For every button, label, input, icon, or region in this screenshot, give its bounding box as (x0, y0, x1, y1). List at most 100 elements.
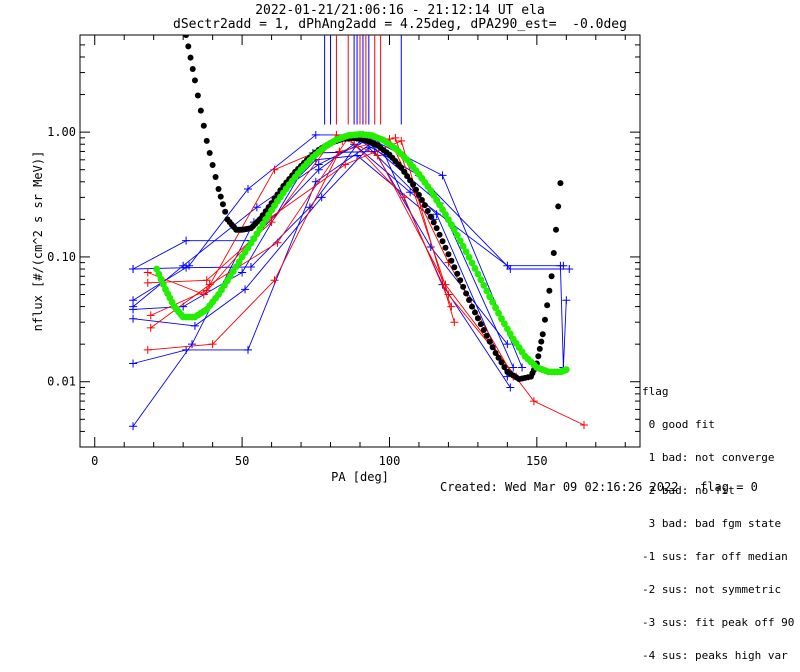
fit-point-black_fit (469, 303, 475, 310)
series-line-red (150, 137, 452, 329)
chart-title-line-1: 2022-01-21/21:06:16 - 21:12:14 UT ela (255, 3, 545, 18)
pitch-angle-chart: 0 50 100 150 0.01 0.10 1.00 PA [deg] nflux [#/(c… (31, 34, 641, 484)
fit-point-black_fit (401, 168, 408, 175)
fit-point-black_fit (197, 107, 204, 114)
flag-legend-item: 1 bad: not converge (642, 451, 775, 464)
series-line-red (147, 140, 455, 323)
data-point-blue (244, 185, 252, 194)
fit-point-black_fit (550, 249, 557, 256)
data-point-blue (129, 265, 138, 274)
data-point-blue (518, 363, 527, 372)
data-point-blue (182, 236, 191, 245)
fit-point-black_fit (546, 287, 553, 294)
fit-point-black_fit (215, 186, 222, 193)
fit-point-black_fit (541, 316, 548, 323)
data-point-red (529, 397, 538, 406)
created-timestamp: Created: Wed Mar 09 02:16:26 2022 (440, 480, 679, 494)
fit-point-black_fit (483, 332, 490, 339)
fit-point-green_fit (480, 281, 488, 289)
fit-point-black_fit (436, 231, 443, 238)
fit-point-black_fit (222, 208, 229, 215)
fit-point-green_fit (159, 280, 167, 288)
fit-point-green_fit (498, 315, 505, 323)
x-tick-label: 0 (91, 454, 98, 468)
data-point-blue (506, 383, 515, 392)
data-point-blue (241, 285, 250, 294)
fit-point-black_fit (398, 164, 405, 171)
fit-point-green_fit (503, 325, 511, 333)
fit-point-black_fit (460, 283, 467, 290)
data-point-blue (438, 171, 447, 180)
data-point-blue (246, 263, 255, 272)
fit-point-black_fit (480, 326, 487, 333)
fit-point-black_fit (191, 77, 198, 84)
data-point-red (199, 290, 208, 299)
fit-point-green_fit (445, 216, 452, 224)
x-tick-label: 150 (526, 454, 548, 468)
data-point-blue (503, 340, 512, 349)
fit-point-black_fit (492, 349, 499, 356)
fit-point-green_fit (474, 270, 482, 278)
data-point-red (143, 345, 152, 354)
fit-point-black_fit (424, 207, 431, 214)
y-tick-label: 0.10 (47, 250, 76, 264)
footer-flag: flag = 0 (700, 480, 758, 494)
fit-point-black_fit (433, 225, 440, 232)
data-point-red (270, 165, 279, 174)
data-point-blue (129, 305, 138, 314)
fit-point-green_fit (506, 330, 514, 338)
fit-point-green_fit (468, 259, 476, 267)
fit-point-green_fit (439, 206, 446, 213)
data-point-blue (432, 210, 441, 219)
data-point-red (146, 323, 155, 332)
data-point-blue (426, 243, 435, 252)
fit-point-black_fit (203, 137, 210, 144)
fit-point-black_fit (427, 213, 434, 220)
fit-point-green_fit (486, 293, 494, 301)
flag-legend-item: -4 sus: peaks high var (642, 649, 788, 662)
fit-point-green_fit (462, 248, 470, 256)
flag-legend-heading: flag (642, 385, 669, 398)
data-point-red (373, 151, 382, 160)
data-point-red (447, 302, 456, 311)
fit-point-black_fit (471, 309, 478, 316)
data-point-red (400, 193, 409, 202)
fit-point-green_fit (495, 309, 502, 317)
fit-point-green_fit (501, 320, 508, 328)
fit-point-green_fit (157, 275, 165, 283)
data-point-red (391, 133, 400, 142)
data-point-blue (317, 193, 326, 202)
y-axis-label: nflux [#/(cm^2 s sr MeV)] (31, 151, 45, 332)
flag-legend-item: -1 sus: far off median (642, 550, 788, 563)
data-point-blue (353, 151, 362, 160)
flag-legend: flag 0 good fit 1 bad: not converge 2 ba… (642, 364, 794, 672)
fit-point-green_fit (456, 237, 464, 245)
data-point-blue (509, 363, 518, 372)
data-layer (129, 35, 588, 431)
fit-point-black_fit (189, 65, 196, 72)
data-point-red (273, 238, 282, 247)
chart-title-line-2: dSectr2add = 1, dPhAng2add = 4.25deg, dP… (173, 17, 627, 32)
data-point-red (580, 421, 588, 430)
fit-point-black_fit (555, 203, 562, 210)
data-point-blue (406, 188, 415, 197)
fit-point-black_fit (206, 149, 213, 156)
data-point-blue (190, 321, 199, 330)
fit-point-black_fit (212, 174, 219, 181)
data-point-red (270, 276, 279, 285)
y-tick-label: 1.00 (47, 125, 76, 139)
fit-point-black_fit (183, 35, 190, 38)
y-tick-label: 0.01 (47, 375, 76, 389)
fit-point-black_fit (187, 54, 194, 61)
fit-point-black_fit (430, 219, 437, 226)
data-point-blue (129, 422, 138, 431)
x-axis-label: PA [deg] (331, 470, 389, 484)
axes-layer: 0 50 100 150 0.01 0.10 1.00 PA [deg] nflux [#/(c… (31, 34, 641, 484)
data-point-blue (562, 296, 571, 305)
flag-legend-item: -2 sus: not symmetric (642, 583, 782, 596)
data-point-blue (188, 340, 196, 349)
fit-point-green_fit (465, 253, 473, 261)
x-tick-label: 50 (235, 454, 249, 468)
fit-point-black_fit (407, 177, 414, 184)
fit-point-black_fit (410, 181, 417, 188)
